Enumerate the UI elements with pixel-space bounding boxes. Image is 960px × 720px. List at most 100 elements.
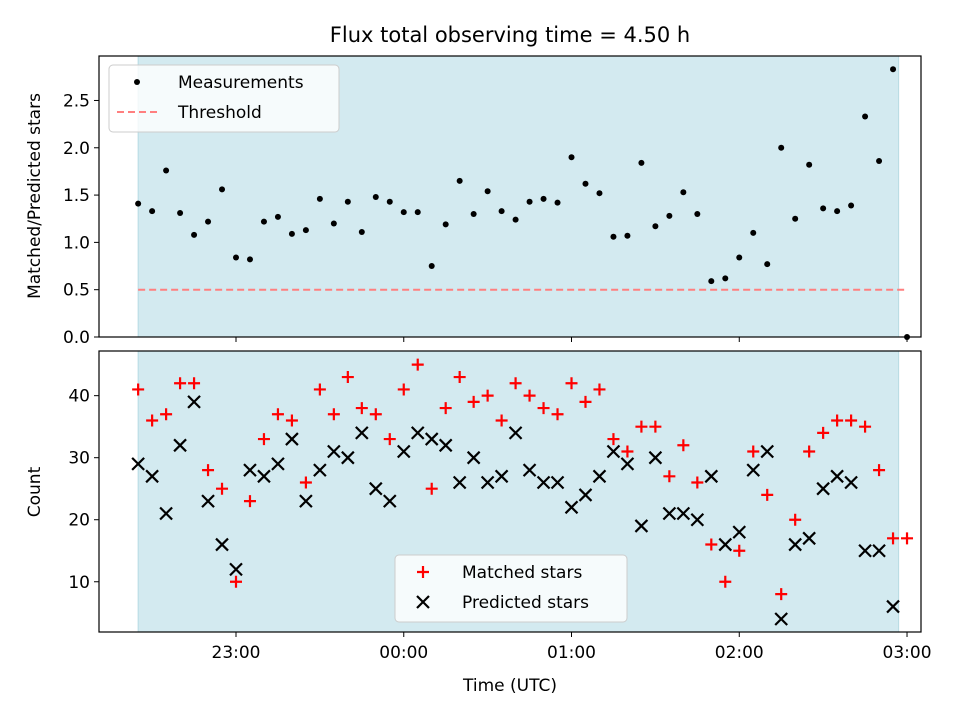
- data-point: [886, 599, 900, 614]
- bottom-panel-count-plot: 10 20 30 40 23:00 00:00 01:00 02:00 03:00 Matched…: [68, 350, 932, 663]
- data-point: [830, 469, 844, 484]
- data-point: [396, 444, 411, 459]
- data-point: [554, 199, 561, 206]
- data-point: [327, 408, 340, 421]
- x-tick-label: 00:00: [379, 643, 428, 663]
- legend: Measurements Threshold: [108, 64, 340, 133]
- data-point: [834, 208, 841, 215]
- data-point: [872, 543, 886, 558]
- data-point: [788, 537, 802, 552]
- data-point: [191, 231, 198, 238]
- data-point: [230, 575, 242, 588]
- data-point: [509, 377, 522, 390]
- data-point: [484, 188, 491, 195]
- x-axis-label: Time (UTC): [462, 676, 557, 696]
- data-point: [508, 426, 523, 440]
- top-y-axis-label: Matched/Predicted stars: [25, 93, 45, 299]
- data-point: [859, 420, 872, 433]
- data-point: [205, 218, 212, 225]
- y-tick-label: 1.5: [63, 186, 90, 206]
- data-point: [890, 66, 897, 73]
- data-point: [806, 161, 813, 168]
- legend-marker-plus: [417, 566, 429, 578]
- data-point: [578, 488, 593, 502]
- data-point: [414, 209, 421, 216]
- data-point: [271, 457, 285, 471]
- data-point: [663, 470, 676, 483]
- data-point: [621, 445, 634, 458]
- data-point: [662, 506, 677, 521]
- data-point: [215, 537, 229, 552]
- data-point: [635, 420, 648, 433]
- data-point: [163, 167, 170, 174]
- data-point: [718, 537, 733, 552]
- data-point: [386, 198, 393, 205]
- data-point: [705, 538, 718, 551]
- data-point: [494, 469, 509, 484]
- data-point: [858, 543, 872, 558]
- bottom-y-axis-label: Count: [25, 466, 45, 517]
- data-point: [876, 158, 883, 165]
- data-point: [480, 475, 495, 490]
- data-point: [327, 444, 341, 459]
- data-point: [257, 469, 271, 484]
- data-point: [285, 432, 299, 446]
- data-point: [677, 439, 690, 452]
- data-point: [579, 395, 592, 408]
- data-point: [438, 438, 453, 453]
- data-point: [820, 205, 827, 212]
- data-point: [802, 531, 816, 546]
- data-point: [746, 463, 761, 477]
- data-point: [358, 228, 365, 235]
- legend-marker-x: [416, 595, 430, 609]
- data-point: [149, 208, 156, 215]
- axes-frame: [98, 350, 922, 633]
- data-point: [550, 475, 565, 490]
- legend-marker-dot: [134, 79, 140, 85]
- chart-title: Flux total observing time = 4.50 h: [330, 23, 690, 47]
- data-point: [383, 433, 396, 446]
- data-point: [341, 450, 355, 465]
- data-point: [187, 395, 201, 409]
- top-panel-ratio-plot: 0.0 0.5 1.0 1.5 2.0 2.5 Measurements Threshold: [63, 55, 922, 348]
- data-point: [592, 469, 607, 484]
- data-point: [803, 445, 816, 458]
- data-point: [708, 278, 715, 285]
- series-measurements: [135, 66, 911, 340]
- data-point: [439, 402, 452, 415]
- legend-box: [394, 554, 628, 623]
- y-tick-label: 0.0: [63, 328, 90, 348]
- data-point: [789, 513, 802, 526]
- data-point: [736, 254, 743, 261]
- data-point: [288, 230, 295, 237]
- data-point: [816, 481, 830, 496]
- data-point: [498, 208, 505, 215]
- data-point: [216, 482, 229, 495]
- data-point: [817, 426, 830, 439]
- data-point: [442, 221, 449, 228]
- data-point: [764, 261, 771, 268]
- data-point: [495, 414, 508, 427]
- data-point: [607, 433, 620, 446]
- y-tick-label: 2.0: [63, 139, 90, 159]
- data-point: [410, 426, 425, 440]
- data-point: [704, 469, 719, 484]
- y-tick-label: 0.5: [63, 281, 90, 301]
- data-point: [188, 377, 201, 390]
- legend-label: Measurements: [178, 73, 304, 93]
- data-point: [733, 544, 746, 557]
- data-point: [620, 457, 635, 471]
- data-point: [369, 481, 383, 496]
- y-tick-label: 10: [68, 573, 90, 593]
- y-tick-label: 30: [68, 449, 90, 469]
- data-point: [243, 495, 256, 508]
- data-point: [453, 371, 466, 384]
- data-point: [456, 177, 463, 184]
- data-point: [526, 198, 533, 205]
- data-point: [159, 506, 173, 521]
- series-predicted-stars: [131, 395, 900, 626]
- data-point: [428, 263, 435, 270]
- data-point: [146, 414, 159, 427]
- data-point: [369, 408, 382, 421]
- data-point: [257, 433, 270, 446]
